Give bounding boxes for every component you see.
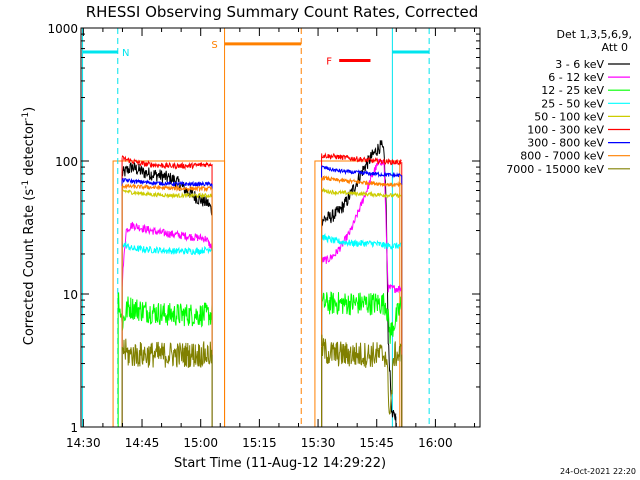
series-12-25-kev-segment-2	[321, 291, 402, 344]
y-tick-label: 10	[63, 288, 78, 302]
legend-header-line2: Att 0	[602, 41, 628, 54]
series-6-12-kev-segment-2	[321, 158, 402, 294]
legend-label: 50 - 100 keV	[534, 110, 604, 123]
legend-label: 7000 - 15000 keV	[506, 163, 604, 176]
flag-label-S: S	[211, 40, 217, 51]
series-100-300-kev-segment-1	[121, 155, 213, 171]
y-tick-label: 100	[55, 155, 78, 169]
series-7000-15000-kev-segment-1	[121, 338, 213, 368]
x-tick-label: 15:15	[242, 436, 277, 450]
series-25-50-kev-segment-2	[321, 233, 402, 251]
series-800-7000-kev-segment-2	[321, 174, 402, 188]
series-300-800-kev-segment-1	[121, 177, 212, 188]
legend-label: 12 - 25 keV	[541, 84, 604, 97]
legend-label: 3 - 6 keV	[555, 58, 604, 71]
legend-label: 25 - 50 keV	[541, 97, 604, 110]
x-tick-label: 16:00	[418, 436, 453, 450]
x-tick-label: 15:30	[301, 436, 336, 450]
legend-label: 800 - 7000 keV	[520, 150, 604, 163]
series-50-100-kev-segment-1	[121, 188, 213, 200]
series-3-6-kev-segment-1	[121, 162, 213, 216]
legend-label: 100 - 300 keV	[527, 124, 604, 137]
flag-label-N: N	[122, 48, 129, 59]
legend-header-line1: Det 1,3,5,6,9,	[556, 28, 632, 41]
chart-title: RHESSI Observing Summary Count Rates, Co…	[86, 3, 479, 21]
series-25-50-kev-segment-1	[121, 240, 213, 256]
x-axis-label: Start Time (11-Aug-12 14:29:22)	[174, 456, 386, 471]
series-800-7000-kev-segment-1	[122, 183, 213, 193]
plot-area: N S F 1 10 100 1000 14:30 14:45 15:00 15:15 15:30 15…	[47, 22, 481, 450]
flag-label-F: F	[326, 56, 332, 67]
series-12-25-kev-segment-1	[117, 292, 213, 331]
series-50-100-kev-segment-2	[321, 187, 402, 199]
legend-label: 6 - 12 keV	[548, 71, 604, 84]
y-tick-label: 1000	[47, 22, 78, 36]
y-axis-label: Corrected Count Rate (s-1 detector-1)	[21, 107, 37, 345]
date-stamp: 24-Oct-2021 22:20	[560, 467, 636, 476]
x-tick-label: 15:00	[183, 436, 218, 450]
series-100-300-kev-segment-2	[321, 152, 402, 166]
series-7000-15000-kev-segment-2	[321, 334, 402, 415]
x-tick-label: 15:45	[359, 436, 394, 450]
y-tick-label: 1	[70, 421, 78, 435]
plot-frame	[80, 27, 481, 428]
legend-label: 300 - 800 keV	[527, 137, 604, 150]
series-300-800-kev-segment-2	[321, 165, 402, 179]
x-tick-label: 14:30	[66, 436, 101, 450]
series-6-12-kev-segment-1	[121, 221, 213, 288]
x-tick-label: 14:45	[125, 436, 160, 450]
